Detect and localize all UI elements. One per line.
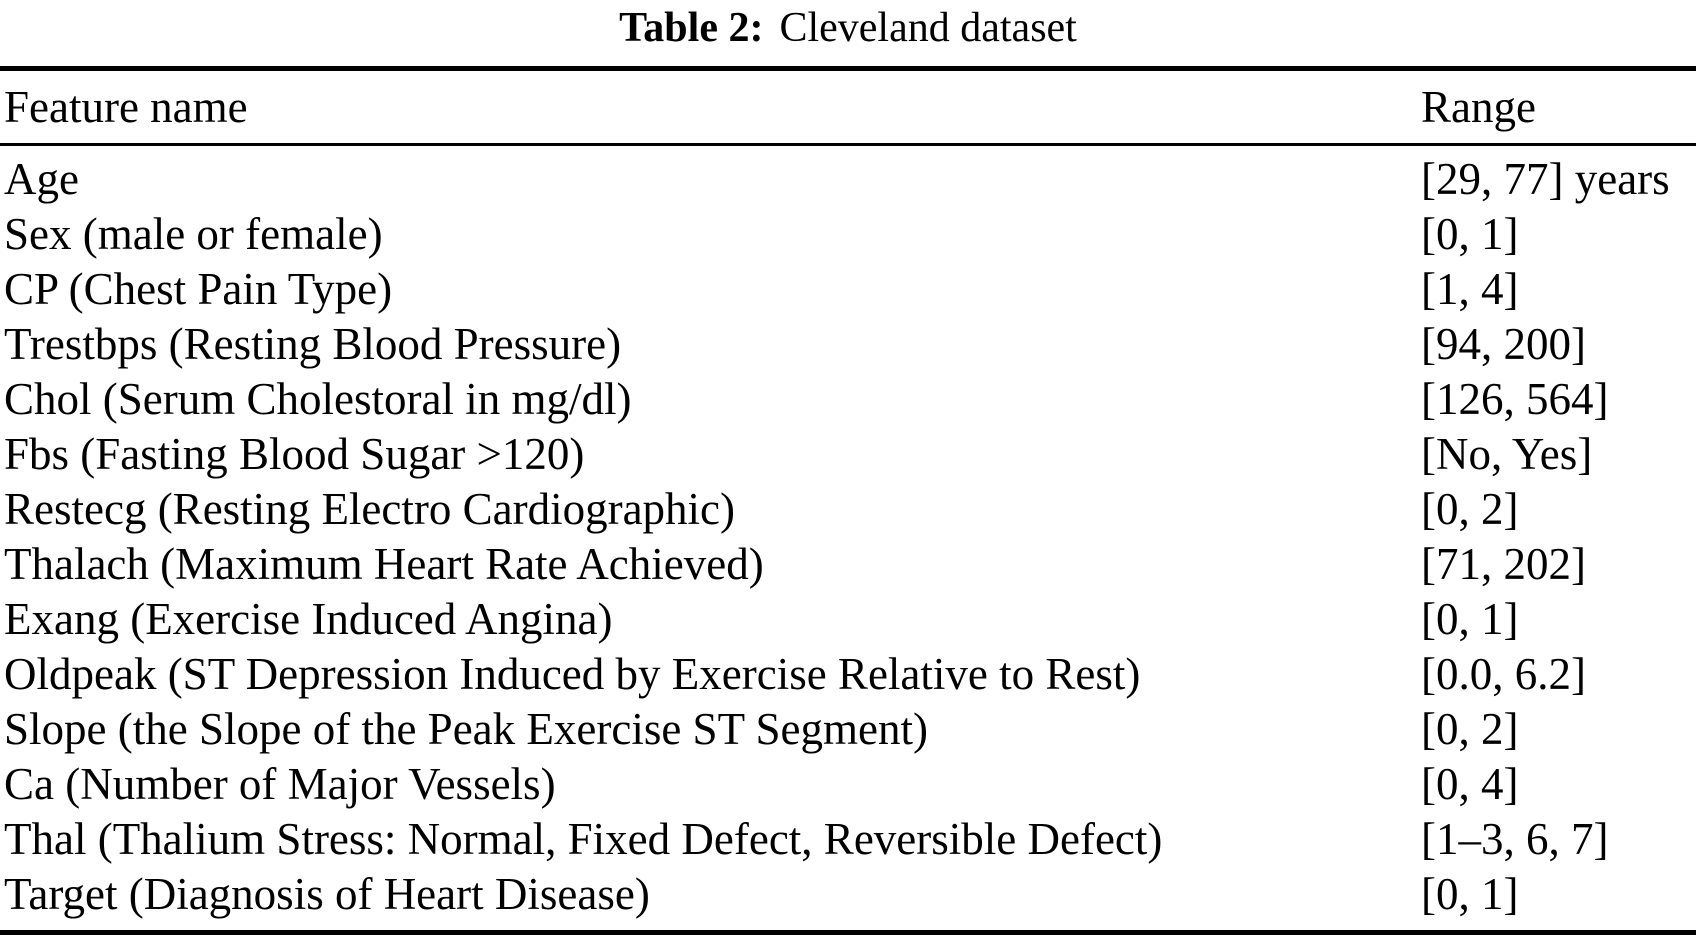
- table-caption-label: Table 2:: [619, 5, 764, 51]
- table-row: Chol (Serum Cholestoral in mg/dl) [126, …: [0, 372, 1696, 427]
- range-cell: [0, 1]: [1421, 594, 1519, 644]
- range-cell: [126, 564]: [1421, 374, 1609, 424]
- column-header-range: Range: [1421, 68, 1696, 146]
- range-cell: [0, 1]: [1421, 869, 1519, 919]
- feature-name-cell: Slope (the Slope of the Peak Exercise ST…: [4, 704, 928, 754]
- table-row: Exang (Exercise Induced Angina) [0, 1]: [0, 592, 1696, 647]
- table-row: Target (Diagnosis of Heart Disease) [0, …: [0, 867, 1696, 933]
- range-cell: [0, 2]: [1421, 704, 1519, 754]
- table-body: Age [29, 77] years Sex (male or female) …: [0, 145, 1696, 933]
- range-cell: [29, 77] years: [1421, 154, 1670, 204]
- feature-name-cell: Thalach (Maximum Heart Rate Achieved): [4, 539, 764, 589]
- table-row: Sex (male or female) [0, 1]: [0, 207, 1696, 262]
- range-cell: [0.0, 6.2]: [1421, 649, 1586, 699]
- table-caption-title: Cleveland dataset: [779, 5, 1077, 51]
- feature-name-cell: Trestbps (Resting Blood Pressure): [4, 319, 622, 369]
- table-row: Oldpeak (ST Depression Induced by Exerci…: [0, 647, 1696, 702]
- range-cell: [1–3, 6, 7]: [1421, 814, 1609, 864]
- range-cell: [0, 1]: [1421, 209, 1519, 259]
- range-cell: [94, 200]: [1421, 319, 1586, 369]
- header-row: Feature name Range: [0, 68, 1696, 146]
- table-row: Thalach (Maximum Heart Rate Achieved) [7…: [0, 537, 1696, 592]
- feature-name-cell: Fbs (Fasting Blood Sugar >120): [4, 429, 585, 479]
- table-row: Restecg (Resting Electro Cardiographic) …: [0, 482, 1696, 537]
- cleveland-dataset-table: Feature name Range Age [29, 77] years Se…: [0, 66, 1696, 935]
- feature-name-cell: Restecg (Resting Electro Cardiographic): [4, 484, 736, 534]
- table-header: Feature name Range: [0, 68, 1696, 146]
- feature-name-cell: Thal (Thalium Stress: Normal, Fixed Defe…: [4, 814, 1163, 864]
- table-row: Thal (Thalium Stress: Normal, Fixed Defe…: [0, 812, 1696, 867]
- feature-name-cell: CP (Chest Pain Type): [4, 264, 393, 314]
- feature-name-cell: Ca (Number of Major Vessels): [4, 759, 556, 809]
- feature-name-cell: Sex (male or female): [4, 209, 383, 259]
- feature-name-cell: Age: [4, 154, 79, 204]
- range-cell: [0, 4]: [1421, 759, 1519, 809]
- feature-name-cell: Target (Diagnosis of Heart Disease): [4, 869, 650, 919]
- feature-name-cell: Exang (Exercise Induced Angina): [4, 594, 613, 644]
- feature-name-cell: Chol (Serum Cholestoral in mg/dl): [4, 374, 632, 424]
- range-cell: [71, 202]: [1421, 539, 1586, 589]
- table-caption: Table 2: Cleveland dataset: [0, 0, 1696, 66]
- range-cell: [0, 2]: [1421, 484, 1519, 534]
- range-cell: [No, Yes]: [1421, 429, 1593, 479]
- table-row: Slope (the Slope of the Peak Exercise ST…: [0, 702, 1696, 757]
- feature-name-cell: Oldpeak (ST Depression Induced by Exerci…: [4, 649, 1141, 699]
- table-row: CP (Chest Pain Type) [1, 4]: [0, 262, 1696, 317]
- table-row: Fbs (Fasting Blood Sugar >120) [No, Yes]: [0, 427, 1696, 482]
- table-row: Ca (Number of Major Vessels) [0, 4]: [0, 757, 1696, 812]
- table-row: Trestbps (Resting Blood Pressure) [94, 2…: [0, 317, 1696, 372]
- column-header-feature-name: Feature name: [0, 68, 1421, 146]
- table-row: Age [29, 77] years: [0, 145, 1696, 208]
- range-cell: [1, 4]: [1421, 264, 1519, 314]
